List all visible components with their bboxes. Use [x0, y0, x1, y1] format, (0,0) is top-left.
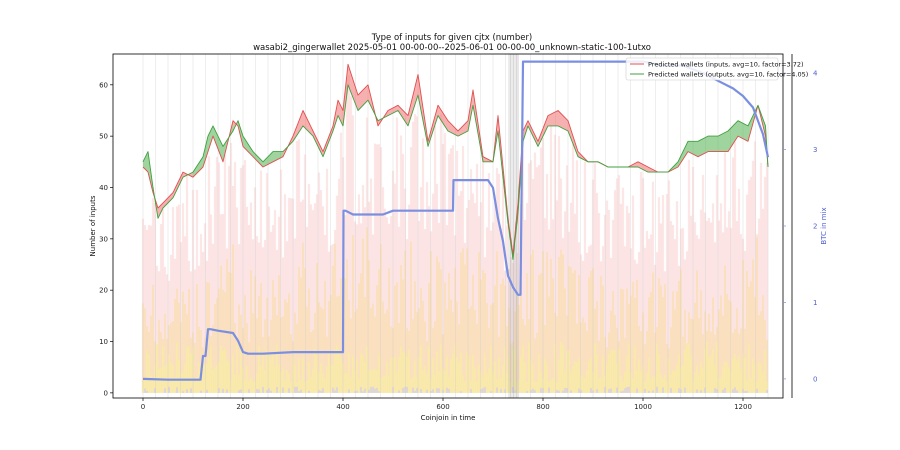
x-tick-label: 0 — [141, 403, 145, 411]
y2-tick-label: 4 — [813, 70, 818, 78]
difference-fill-segment — [163, 192, 173, 209]
difference-fill-segment — [388, 105, 398, 116]
inputs-series-line — [142, 63, 769, 255]
difference-fill-segment — [538, 115, 548, 147]
x-axis-label: Coinjoin in time — [421, 414, 476, 422]
chart-title: Type of inputs for given cjtx (number) — [371, 33, 533, 43]
y-tick-label: 20 — [99, 287, 108, 295]
difference-fill-segment — [408, 74, 418, 126]
difference-fill-segment — [338, 100, 343, 126]
difference-fill-segment — [528, 120, 538, 147]
y2-axis-label: BTC in mix — [820, 207, 828, 244]
difference-fill-segment — [208, 125, 213, 152]
y2-tick-label: 3 — [813, 146, 817, 154]
y-tick-label: 10 — [99, 338, 108, 346]
difference-fill-segment — [698, 136, 708, 157]
difference-fill-segment — [293, 110, 303, 142]
difference-fill-segment — [243, 136, 253, 157]
y-tick-label: 30 — [99, 235, 108, 243]
outputs-series-line — [142, 84, 769, 260]
x-tick-label: 200 — [236, 403, 249, 411]
legend-entry-inputs: Predicted wallets (inputs, avg=10, facto… — [648, 61, 804, 69]
y2-tick-label: 2 — [813, 223, 817, 231]
x-tick-label: 400 — [336, 403, 349, 411]
y-axis-label: Number of inputs — [89, 195, 97, 256]
y2-tick-label: 1 — [813, 299, 817, 307]
difference-fill-segment — [143, 151, 148, 173]
difference-fill-segment — [323, 125, 333, 157]
difference-fill-segment — [273, 151, 283, 162]
difference-fill-segment — [253, 151, 263, 167]
difference-fill-segment — [313, 131, 323, 157]
difference-fill-segment — [213, 125, 223, 162]
y-tick-label: 60 — [99, 81, 108, 89]
difference-fill-segment — [458, 120, 468, 137]
x-tick-label: 1000 — [634, 403, 652, 411]
difference-fill-segment — [718, 131, 728, 152]
difference-fill-segment — [303, 110, 313, 137]
difference-fill-segment — [708, 136, 718, 152]
x-tick-label: 800 — [536, 403, 549, 411]
difference-fill-segment — [358, 84, 368, 111]
y-tick-label: 50 — [99, 133, 108, 141]
difference-fill-segment — [193, 156, 203, 178]
titles: Type of inputs for given cjtx (number) w… — [89, 33, 828, 422]
legend-box — [625, 57, 779, 81]
background-bars — [141, 74, 769, 393]
difference-fill-segment — [678, 141, 688, 167]
event-gridlines — [142, 54, 769, 398]
x-tick-label: 1200 — [734, 403, 752, 411]
y-tick-label: 40 — [99, 184, 108, 192]
difference-fill-segment — [203, 136, 208, 167]
x-tick-label: 600 — [436, 403, 449, 411]
difference-fill-segment — [558, 110, 568, 132]
y-tick-label: 0 — [104, 389, 108, 397]
chart-subtitle: wasabi2_gingerwallet 2025-05-01 00-00-00… — [253, 43, 651, 53]
legend-entry-outputs: Predicted wallets (outputs, avg=10, fact… — [648, 71, 808, 79]
difference-fill-segment — [438, 105, 448, 132]
y2-tick-label: 0 — [813, 375, 817, 383]
difference-fill-segment — [638, 161, 648, 173]
legend: Predicted wallets (inputs, avg=10, facto… — [625, 57, 808, 81]
difference-fill-segment — [398, 105, 408, 126]
difference-fill-segment — [173, 172, 183, 198]
difference-fill-segment — [448, 120, 458, 137]
difference-fill-segment — [348, 64, 358, 111]
difference-fill-segment — [738, 120, 748, 142]
difference-fill-segment — [263, 151, 273, 167]
